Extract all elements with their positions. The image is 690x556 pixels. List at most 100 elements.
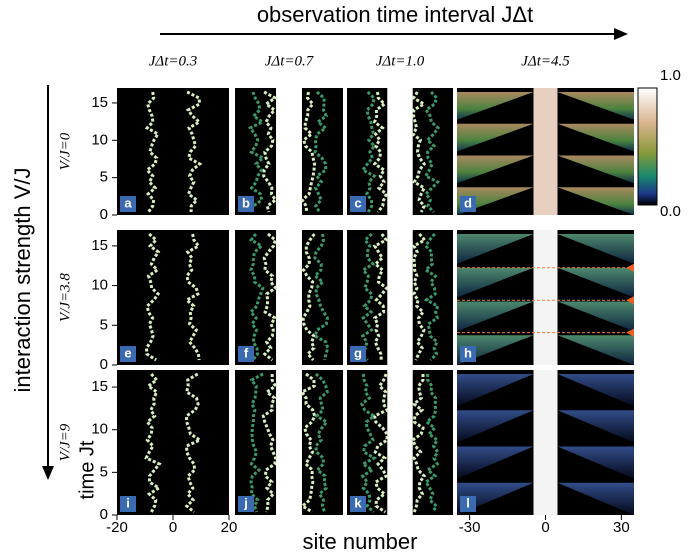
central-gap xyxy=(533,88,558,215)
light-cone xyxy=(457,446,534,479)
light-cone xyxy=(557,123,634,152)
column-header: JΔt=0.7 xyxy=(265,53,315,69)
x-tick-label: 20 xyxy=(221,519,238,536)
central-gap xyxy=(387,88,413,215)
panel-letter-bg xyxy=(120,346,136,362)
panel-letter: d xyxy=(464,195,472,210)
light-cone xyxy=(557,374,634,407)
trajectory xyxy=(144,372,162,513)
x-tick-label: 0 xyxy=(541,519,549,536)
panel-letter-bg xyxy=(460,346,476,362)
trajectory xyxy=(185,90,203,213)
light-cone xyxy=(457,374,534,407)
light-cone xyxy=(457,410,534,443)
x-tick-label: 30 xyxy=(613,519,630,536)
light-cone xyxy=(557,187,634,215)
colorbar xyxy=(637,87,658,206)
y-tick-label: 15 xyxy=(91,237,108,254)
column-header: JΔt=4.5 xyxy=(521,53,570,69)
trajectory xyxy=(313,90,329,213)
row-label: V/J=3.8 xyxy=(57,273,73,322)
light-cone xyxy=(457,234,534,264)
central-gap xyxy=(276,230,302,365)
panel xyxy=(457,370,634,515)
light-cone xyxy=(457,187,534,215)
central-gap xyxy=(276,88,302,215)
panel xyxy=(457,230,634,365)
y-tick-label: 10 xyxy=(91,277,108,294)
trajectory xyxy=(301,233,316,362)
panel xyxy=(117,88,229,215)
light-cone xyxy=(557,301,634,332)
central-gap xyxy=(159,230,187,365)
panel-letter-bg xyxy=(350,196,366,212)
x-tick-label: -20 xyxy=(106,519,128,536)
arrow-head xyxy=(42,466,54,480)
trajectory xyxy=(423,373,440,513)
central-gap xyxy=(533,370,558,515)
central-gap xyxy=(159,88,187,215)
marker xyxy=(626,296,634,305)
y-tick-label: 10 xyxy=(91,131,108,148)
panel xyxy=(347,370,453,515)
light-cone xyxy=(557,335,634,365)
trajectory xyxy=(359,232,376,362)
trajectory xyxy=(411,91,427,213)
trajectory xyxy=(248,233,265,361)
light-cone xyxy=(457,482,534,515)
trajectory xyxy=(299,372,317,514)
light-cone xyxy=(457,155,534,184)
light-cone xyxy=(557,267,634,298)
y-tick-label: 0 xyxy=(100,206,108,223)
column-header: JΔt=1.0 xyxy=(376,53,425,69)
panel xyxy=(235,88,343,215)
row-axis-label: interaction strength V/J xyxy=(10,167,35,392)
marker xyxy=(626,328,634,337)
panel xyxy=(347,88,453,215)
panel xyxy=(235,230,343,365)
trajectory xyxy=(184,372,204,514)
marker xyxy=(626,263,634,272)
trajectory xyxy=(314,372,329,513)
light-cone xyxy=(457,335,534,365)
y-axis-label: time Jt xyxy=(76,440,98,499)
light-cone xyxy=(457,123,534,152)
y-tick-label: 0 xyxy=(100,506,108,523)
trajectory xyxy=(312,233,330,361)
light-cone xyxy=(557,92,634,120)
y-tick-label: 15 xyxy=(91,378,108,395)
panel xyxy=(117,230,229,365)
trajectory xyxy=(360,90,377,213)
light-cone xyxy=(557,155,634,184)
arrow-head xyxy=(614,28,628,40)
trajectory xyxy=(262,232,278,362)
panel-letter-bg xyxy=(120,496,136,512)
panel xyxy=(457,88,634,215)
panel-letter: i xyxy=(126,495,130,510)
central-gap xyxy=(387,230,413,365)
trajectory xyxy=(372,233,389,361)
y-tick-label: 15 xyxy=(91,94,108,111)
central-gap xyxy=(387,370,413,515)
panel-letter: e xyxy=(124,345,131,360)
trajectory xyxy=(247,91,266,213)
light-cone xyxy=(457,267,534,298)
y-tick-label: 10 xyxy=(91,421,108,438)
panel-letter: g xyxy=(354,345,362,360)
trajectory xyxy=(372,91,389,213)
trajectory xyxy=(261,373,278,513)
y-tick-label: 5 xyxy=(100,169,108,186)
central-gap xyxy=(276,370,302,515)
trajectory xyxy=(262,90,278,213)
trajectory xyxy=(184,233,201,361)
panel-letter: c xyxy=(354,195,361,210)
panel-letter: b xyxy=(242,195,250,210)
central-gap xyxy=(159,370,187,515)
panel-letter: l xyxy=(466,495,470,510)
x-axis-label: site number xyxy=(303,529,418,554)
x-tick-label: 0 xyxy=(169,519,177,536)
panel-letter-bg xyxy=(460,196,476,212)
panel xyxy=(117,370,229,515)
